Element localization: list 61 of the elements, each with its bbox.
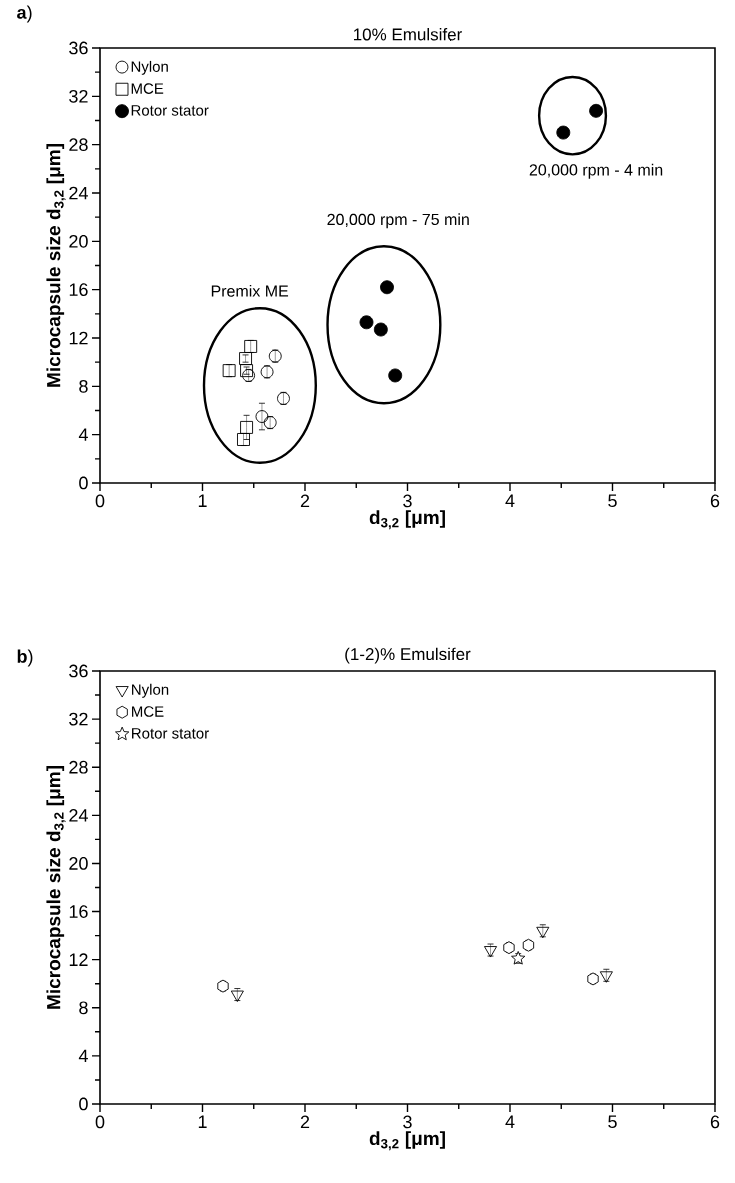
y-tick-label: 32 (69, 89, 88, 103)
x-tick-label: 4 (505, 494, 515, 507)
x-axis-title: d$_{3,2}$ [μm] (369, 510, 445, 530)
point (484, 946, 498, 958)
chart-title: 10% Emulsifer (354, 27, 462, 41)
x-axis-title: d$_{3,2}$ [μm] (369, 1131, 445, 1151)
point (240, 364, 254, 378)
x-tick-label: 2 (300, 494, 310, 508)
x-tick-label: 2 (300, 1115, 310, 1129)
y-tick-label: 28 (69, 138, 88, 152)
chart-title: (1-2)% Emulsifer (345, 647, 471, 664)
y-tick-label: 16 (69, 905, 88, 918)
x-tick-label: 6 (710, 494, 720, 508)
y-tick-label: 36 (69, 41, 88, 55)
point (373, 322, 388, 337)
x-tick-label: 0 (95, 1115, 105, 1129)
text: b) (17, 649, 33, 667)
legend-label: Nylon (132, 683, 169, 698)
point (380, 280, 394, 295)
point (359, 315, 374, 330)
legend-label: Nylon (131, 60, 168, 75)
y-tick-label: 28 (69, 760, 88, 774)
x-tick-label: 1 (198, 1115, 207, 1128)
x-tick-label: 0 (95, 494, 105, 508)
x-tick-label: 5 (608, 1115, 617, 1129)
x-tick-label: 6 (710, 1115, 720, 1129)
legend-label: MCE (132, 706, 164, 717)
point (589, 103, 604, 118)
y-tick-label: 20 (69, 234, 88, 248)
y-tick-label: 4 (78, 428, 88, 441)
point (511, 951, 526, 965)
annotation: 20,000 rpm - 4 min (529, 163, 663, 179)
y-tick-label: 0 (79, 476, 88, 490)
y-tick-label: 32 (69, 712, 88, 726)
legend-label: Rotor stator (131, 105, 209, 116)
y-tick-label: 8 (79, 1001, 88, 1015)
y-tick-label: 36 (69, 664, 88, 678)
x-tick-label: 4 (505, 1115, 515, 1128)
point (388, 368, 403, 383)
y-axis-title: Microcapsule size d$_{3,2}$ [μm] (46, 144, 66, 387)
x-tick-label: 3 (403, 1115, 412, 1129)
point (240, 420, 254, 434)
x-tick-label: 1 (198, 494, 207, 507)
y-tick-label: 4 (78, 1049, 88, 1063)
annotation: Premix ME (211, 285, 289, 297)
y-axis-title: Microcapsule size d$_{3,2}$ [μm] (46, 766, 66, 1009)
y-tick-label: 24 (69, 809, 88, 822)
y-tick-label: 12 (69, 953, 88, 966)
y-tick-label: 12 (69, 331, 88, 345)
legend-label: Rotor stator (132, 728, 209, 739)
x-tick-label: 5 (608, 494, 617, 508)
text: a) (17, 5, 32, 23)
x-tick-label: 3 (403, 494, 412, 508)
point (556, 125, 571, 140)
y-tick-label: 20 (69, 857, 88, 870)
y-tick-label: 24 (69, 186, 88, 200)
y-tick-label: 0 (79, 1097, 88, 1111)
y-tick-label: 8 (79, 379, 88, 393)
annotation: 20,000 rpm - 75 min (327, 213, 469, 229)
y-tick-label: 16 (69, 283, 88, 297)
legend-label: MCE (131, 83, 164, 94)
